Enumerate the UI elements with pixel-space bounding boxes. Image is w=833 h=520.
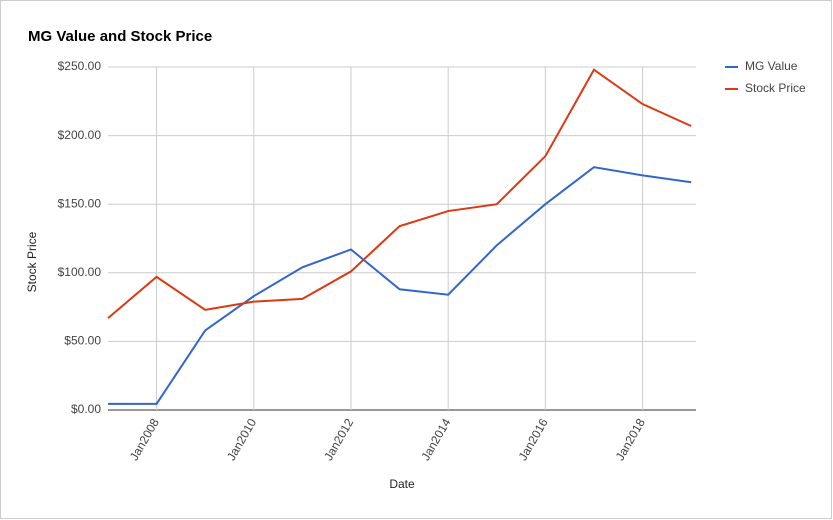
y-tick-label: $200.00 <box>58 128 102 142</box>
y-tick-label: $50.00 <box>64 334 101 348</box>
y-axis-title: Stock Price <box>25 231 39 292</box>
y-tick-label: $0.00 <box>71 402 101 416</box>
y-tick-label: $150.00 <box>58 196 102 210</box>
chart-title: MG Value and Stock Price <box>28 28 212 45</box>
legend-label: Stock Price <box>745 81 806 95</box>
y-tick-label: $250.00 <box>58 59 102 73</box>
legend-label: MG Value <box>745 59 798 73</box>
series-line <box>108 166 692 405</box>
x-axis-title: Date <box>389 477 415 491</box>
y-tick-label: $100.00 <box>58 265 102 279</box>
series-line <box>107 68 692 319</box>
